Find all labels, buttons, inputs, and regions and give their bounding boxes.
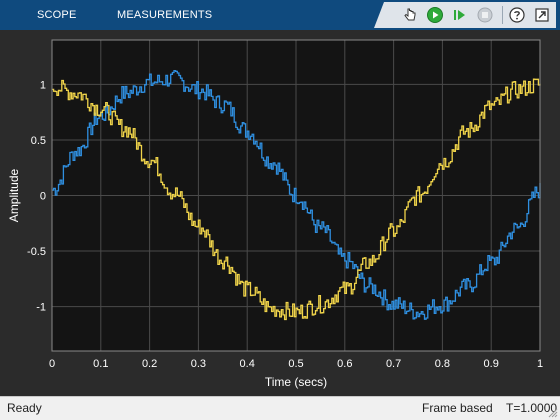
x-tick-label: 0.7 — [386, 358, 401, 370]
x-tick-label: 0.2 — [142, 358, 157, 370]
y-tick-label: 1 — [40, 79, 46, 91]
x-tick-label: 0.6 — [337, 358, 352, 370]
y-tick-label: -1 — [36, 302, 46, 314]
status-ready: Ready — [7, 401, 42, 415]
tab-measurements[interactable]: MEASUREMENTS — [117, 9, 213, 21]
x-tick-label: 0 — [49, 358, 55, 370]
x-tick-label: 0.5 — [288, 358, 303, 370]
x-tick-label: 0.1 — [93, 358, 108, 370]
x-tick-label: 0.4 — [240, 358, 255, 370]
axes-frame — [51, 39, 541, 352]
toolbar-separator — [502, 6, 503, 24]
tab-scope[interactable]: SCOPE — [37, 9, 77, 21]
status-time: T=1.0000 — [506, 401, 558, 415]
navigate-icon[interactable] — [399, 4, 421, 26]
x-tick-label: 0.3 — [191, 358, 206, 370]
stop-icon[interactable] — [474, 4, 496, 26]
x-tick-label: 1 — [537, 358, 543, 370]
signal-lines — [52, 69, 541, 321]
scope-plot[interactable]: 0 0.1 0.2 0.3 0.4 0.5 0.6 0.7 0.8 0.9 1 1 0.5 0 -0.5 -… — [0, 30, 560, 396]
x-tick-label: 0.8 — [435, 358, 450, 370]
help-icon[interactable] — [506, 4, 528, 26]
step-forward-icon[interactable] — [449, 4, 471, 26]
resize-grip-icon[interactable] — [548, 408, 558, 418]
toolstrip: SCOPE MEASUREMENTS — [0, 0, 560, 30]
x-tick-label: 0.9 — [484, 358, 499, 370]
y-tick-label: 0.5 — [31, 135, 46, 147]
y-tick-label: -0.5 — [27, 246, 46, 258]
quick-access-toolbar — [374, 2, 556, 28]
y-axis-label: Amplitude — [7, 169, 21, 223]
status-mode: Frame based — [422, 401, 493, 415]
signal-trace-1 — [52, 69, 541, 320]
y-tick-label: 0 — [40, 191, 46, 203]
x-tick-labels: 0 0.1 0.2 0.3 0.4 0.5 0.6 0.7 0.8 0.9 1 — [49, 358, 543, 370]
run-icon[interactable] — [424, 4, 446, 26]
signal-trace-2 — [52, 78, 541, 321]
undock-icon[interactable] — [531, 4, 553, 26]
y-tick-labels: 1 0.5 0 -0.5 -1 — [27, 79, 46, 313]
status-bar: Ready Frame based T=1.0000 — [0, 396, 560, 420]
x-axis-label: Time (secs) — [265, 375, 327, 389]
